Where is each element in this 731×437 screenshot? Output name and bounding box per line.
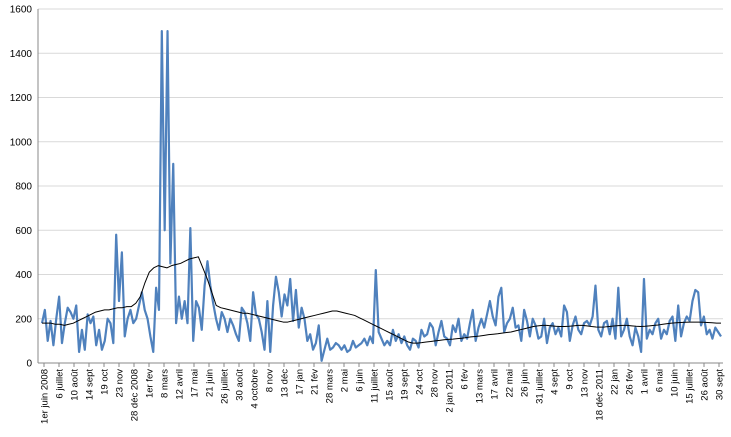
x-tick-label: 6 juin bbox=[355, 369, 366, 392]
y-tick-label: 1400 bbox=[10, 49, 33, 60]
x-tick-label: 8 mars bbox=[160, 369, 171, 398]
x-tick-label: 26 juin bbox=[520, 369, 531, 397]
x-tick-label: 31 juillet bbox=[535, 369, 546, 404]
x-tick-label: 18 déc 2011 bbox=[595, 369, 606, 421]
x-tick-label: 8 nov bbox=[265, 369, 276, 392]
x-tick-label: 26 fév bbox=[625, 369, 636, 395]
x-tick-label: 6 juillet bbox=[55, 369, 66, 399]
x-tick-label: 21 juin bbox=[205, 369, 216, 397]
x-tick-label: 6 mai bbox=[655, 369, 666, 392]
x-tick-label: 19 sept bbox=[400, 369, 411, 401]
y-tick-label: 1200 bbox=[10, 93, 33, 104]
x-tick-label: 26 août bbox=[700, 369, 711, 401]
x-tick-label: 19 oct bbox=[100, 369, 111, 395]
series-line-moving-average bbox=[42, 256, 721, 344]
y-tick-label: 200 bbox=[15, 314, 32, 325]
x-tick-label: 22 jan bbox=[610, 369, 621, 395]
x-tick-label: 4 sept bbox=[550, 369, 561, 395]
x-tick-label: 6 fév bbox=[460, 369, 471, 390]
x-tick-label: 2 mai bbox=[340, 369, 351, 392]
y-tick-label: 600 bbox=[15, 226, 32, 237]
y-tick-label: 1000 bbox=[10, 137, 33, 148]
x-tick-label: 13 mars bbox=[475, 369, 486, 404]
x-axis-ticks: 1er juin 2008 6 juillet 10 août 14 sept 19 o… bbox=[40, 363, 726, 424]
x-tick-label: 13 déc bbox=[280, 369, 291, 398]
x-tick-label: 4 octobre bbox=[250, 369, 261, 409]
x-tick-label: 22 mai bbox=[505, 369, 516, 398]
x-tick-label: 28 déc 2008 bbox=[130, 369, 141, 421]
x-tick-label: 10 août bbox=[70, 369, 81, 401]
x-tick-label: 12 avril bbox=[175, 369, 186, 400]
x-tick-label: 1er juin 2008 bbox=[40, 369, 51, 424]
x-tick-label: 13 nov bbox=[580, 369, 591, 398]
x-tick-label: 15 juillet bbox=[685, 369, 696, 404]
x-tick-label: 30 sept bbox=[715, 369, 726, 401]
x-tick-label: 23 nov bbox=[115, 369, 126, 398]
y-tick-label: 0 bbox=[26, 359, 32, 370]
x-tick-label: 28 nov bbox=[430, 369, 441, 398]
x-tick-label: 1 avril bbox=[640, 369, 651, 394]
y-tick-label: 800 bbox=[15, 182, 32, 193]
series-line-daily bbox=[40, 30, 722, 362]
x-tick-label: 28 mars bbox=[325, 369, 336, 404]
x-tick-label: 24 oct bbox=[415, 369, 426, 395]
x-tick-label: 21 fév bbox=[310, 369, 321, 395]
x-tick-label: 14 sept bbox=[85, 369, 96, 401]
y-tick-label: 400 bbox=[15, 270, 32, 281]
x-tick-label: 30 août bbox=[235, 369, 246, 401]
x-tick-label: 9 oct bbox=[565, 369, 576, 390]
y-tick-label: 1600 bbox=[10, 5, 33, 16]
x-tick-label: 17 avril bbox=[490, 369, 501, 400]
y-axis-ticks: 0 200 400 600 800 1000 1200 1400 1600 bbox=[10, 5, 33, 370]
x-tick-label: 17 jan bbox=[295, 369, 306, 395]
x-tick-label: 17 mai bbox=[190, 369, 201, 398]
x-tick-label: 11 juillet bbox=[370, 369, 381, 404]
x-tick-label: 1er fev bbox=[145, 369, 156, 398]
x-tick-label: 15 août bbox=[385, 369, 396, 401]
x-tick-label: 26 juillet bbox=[220, 369, 231, 404]
x-tick-label: 2 jan 2011 bbox=[445, 369, 456, 413]
data-series bbox=[40, 30, 722, 362]
x-tick-label: 10 juin bbox=[670, 369, 681, 397]
gridlines bbox=[38, 8, 723, 320]
